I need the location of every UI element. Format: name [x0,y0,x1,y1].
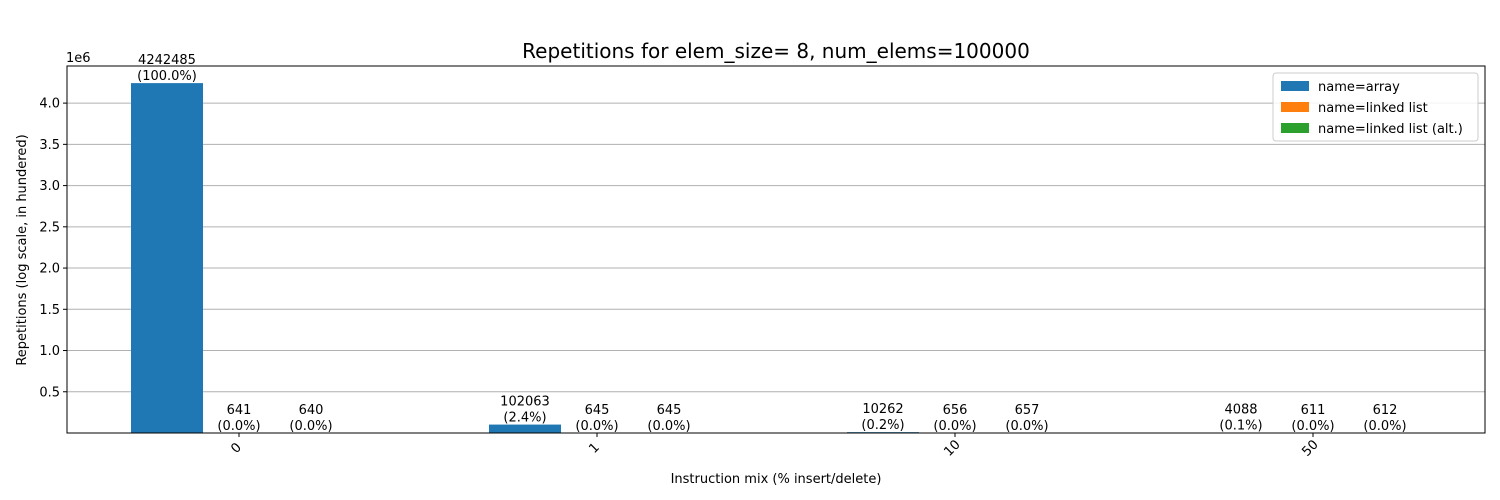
y-tick-label: 1.5 [39,303,60,318]
x-tick-label: 50 [1299,437,1321,459]
x-axis: 0 1 10 50 [228,433,1322,460]
bar-value-label: 645 [657,403,682,418]
y-tick-label: 3.5 [39,138,60,153]
plot-frame [66,65,1486,434]
bar-percent-label: (2.4%) [503,411,546,426]
bar-value-label: 645 [585,403,610,418]
legend-label: name=linked list [1318,101,1428,116]
bar-percent-label: (0.0%) [217,419,260,434]
legend-box [1272,72,1479,142]
y-tick-label: 1.0 [39,344,60,359]
y-tick-label: 2.5 [39,220,60,235]
y-axis: 0.5 1.0 1.5 2.0 2.5 3.0 3.5 4.0 [39,97,67,400]
bar-percent-label: (0.0%) [1005,419,1048,434]
legend-label: name=array [1318,80,1400,95]
bar-percent-label: (0.2%) [861,418,904,433]
bar-percent-label: (0.0%) [1291,419,1334,434]
chart-title: Repetitions for elem_size= 8, num_elems=… [522,39,1030,63]
x-axis-label: Instruction mix (% insert/delete) [671,472,882,487]
bar-percent-label: (0.0%) [1363,419,1406,434]
bar-percent-label: (0.0%) [647,419,690,434]
legend: name=array name=linked list name=linked li… [1272,72,1479,142]
bar-value-label: 4088 [1224,403,1257,418]
bar [489,424,561,433]
x-tick-label: 1 [586,440,602,456]
grid-lines [67,102,1485,393]
legend-swatch [1281,123,1309,133]
legend-label: name=linked list (alt.) [1318,122,1463,137]
bar-value-label: 612 [1373,403,1398,418]
bar-value-label: 640 [299,403,324,418]
bar-percent-label: (0.0%) [933,419,976,434]
legend-swatch [1281,102,1309,112]
bar-value-label: 641 [227,403,252,418]
bar-percent-label: (100.0%) [137,69,197,84]
bar [131,83,203,433]
bar-value-label: 611 [1301,403,1326,418]
y-tick-label: 2.0 [39,262,60,277]
y-axis-label: Repetitions (log scale, in hundered) [15,134,30,365]
x-tick-label: 0 [228,440,244,456]
bar-percent-label: (0.0%) [289,419,332,434]
y-tick-label: 4.0 [39,97,60,112]
y-tick-label: 0.5 [39,385,60,400]
bar-value-label: 10262 [862,402,903,417]
bar-percent-label: (0.0%) [575,419,618,434]
bar-value-label: 657 [1015,403,1040,418]
y-tick-label: 3.0 [39,179,60,194]
bar-value-label: 102063 [500,395,550,410]
bar-percent-label: (0.1%) [1219,419,1262,434]
legend-swatch [1281,81,1309,91]
data-labels: 4242485(100.0%) 102063(2.4%) 10262(0.2%) 40… [137,53,1406,434]
y-axis-offset-text: 1e6 [66,51,91,66]
bar-value-label: 656 [943,403,968,418]
bars [131,83,1421,433]
x-tick-label: 10 [941,437,963,459]
bar-value-label: 4242485 [138,53,196,68]
